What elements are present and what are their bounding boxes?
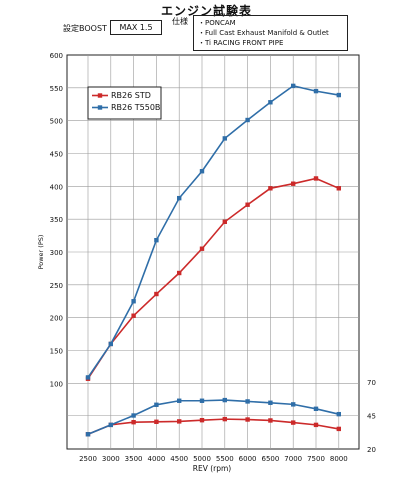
series-line	[87, 177, 340, 380]
data-point	[108, 341, 113, 347]
page-title: エンジン試験表	[160, 4, 252, 18]
y-tick-label: 350	[50, 216, 63, 224]
x-tick-label: 7500	[307, 455, 325, 463]
data-point	[177, 270, 182, 276]
data-point	[222, 219, 227, 224]
legend-label: RB26 STD	[111, 91, 151, 100]
data-point	[245, 202, 250, 207]
data-point	[268, 186, 273, 191]
data-point	[268, 400, 273, 405]
spec-item: ・PONCAM	[198, 19, 236, 27]
data-point	[336, 411, 341, 417]
x-tick-label: 4000	[147, 455, 165, 463]
legend-swatch-marker	[97, 93, 103, 98]
series-line	[87, 85, 339, 378]
data-point	[131, 413, 136, 418]
data-point	[291, 420, 296, 425]
y-tick-label: 100	[50, 380, 63, 388]
data-point	[291, 402, 296, 407]
y-tick-label: 150	[50, 348, 63, 356]
data-point	[222, 136, 227, 141]
data-point	[268, 418, 273, 423]
spec-item: ・Ti RACING FRONT PIPE	[198, 39, 284, 47]
data-point	[268, 100, 273, 105]
data-point	[313, 176, 319, 181]
data-point	[199, 417, 205, 423]
boost-label: 設定BOOST	[63, 24, 107, 33]
data-point	[336, 186, 341, 191]
legend-label: RB26 T550B	[111, 103, 160, 112]
y-tick-label: 550	[50, 85, 63, 93]
data-point	[131, 313, 136, 318]
data-point	[177, 195, 182, 201]
data-point	[291, 83, 296, 89]
data-point	[313, 88, 319, 94]
data-point	[154, 402, 159, 407]
y2-tick-label: 45	[367, 413, 376, 421]
x-tick-label: 5000	[193, 455, 211, 463]
x-tick-label: 7000	[284, 455, 302, 463]
x-tick-label: 3000	[102, 455, 120, 463]
x-tick-label: 3500	[125, 455, 143, 463]
data-point	[177, 419, 182, 424]
x-tick-label: 6500	[261, 455, 279, 463]
data-point	[199, 398, 205, 403]
data-point	[222, 416, 227, 422]
y-tick-label: 450	[50, 151, 63, 159]
spec-item: ・Full Cast Exhaust Manifold & Outlet	[198, 29, 329, 37]
data-point	[199, 246, 205, 251]
legend-box	[87, 86, 162, 120]
data-point	[199, 169, 205, 174]
y-tick-label: 500	[50, 118, 63, 126]
y-tick-label: 600	[50, 52, 63, 60]
data-point	[336, 92, 341, 98]
series-line	[87, 399, 339, 435]
data-point	[336, 426, 341, 432]
data-point	[245, 417, 250, 422]
series-line	[87, 418, 339, 435]
x-tick-label: 8000	[330, 455, 348, 463]
y-tick-label: 300	[50, 249, 63, 257]
x-tick-label: 4500	[170, 455, 188, 463]
data-point	[154, 419, 159, 424]
boost-value: MAX 1.5	[110, 20, 162, 35]
data-point	[85, 432, 91, 437]
y2-tick-label: 20	[367, 446, 376, 454]
y2-tick-label: 70	[367, 379, 376, 387]
legend-swatch-marker	[97, 105, 103, 110]
data-point	[245, 117, 250, 123]
data-point	[154, 237, 159, 243]
data-point	[291, 181, 296, 186]
y-tick-label: 400	[50, 183, 63, 191]
x-axis-label: REV (rpm)	[193, 464, 232, 473]
data-point	[131, 299, 136, 304]
y-tick-label: 250	[50, 282, 63, 290]
data-point	[85, 375, 91, 380]
spec-box: ・PONCAM ・Full Cast Exhaust Manifold & Ou…	[193, 15, 348, 51]
data-point	[313, 406, 319, 411]
x-tick-label: 5500	[216, 455, 234, 463]
data-point	[177, 398, 182, 403]
data-point	[313, 422, 319, 428]
y-tick-label: 200	[50, 315, 63, 323]
data-point	[131, 420, 136, 425]
data-point	[154, 291, 159, 297]
x-tick-label: 2500	[79, 455, 97, 463]
data-point	[245, 399, 250, 404]
spec-label: 仕様	[172, 17, 188, 26]
data-point	[222, 397, 227, 403]
y-axis-label: Power (PS)	[37, 235, 45, 270]
x-tick-label: 6000	[239, 455, 257, 463]
data-point	[108, 422, 113, 428]
